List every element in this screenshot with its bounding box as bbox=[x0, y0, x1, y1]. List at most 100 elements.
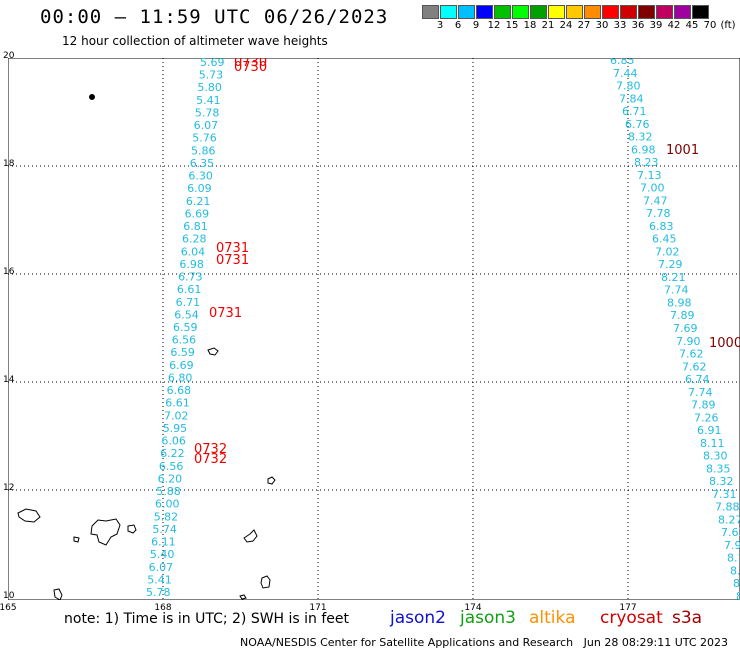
latitude-label: 10 bbox=[3, 591, 15, 601]
island-shape bbox=[73, 536, 80, 543]
footnote: note: 1) Time is in UTC; 2) SWH is in fe… bbox=[64, 611, 350, 627]
wave-height-label: 6.91 bbox=[697, 424, 722, 437]
wave-height-label: 6.71 bbox=[176, 296, 201, 309]
wave-height-label: 6.59 bbox=[173, 321, 198, 334]
wave-height-label: 6.04 bbox=[181, 245, 206, 258]
wave-height-label: 8.27 bbox=[718, 513, 740, 526]
wave-height-label: 7.02 bbox=[164, 409, 189, 422]
pass-time-label: 0732 bbox=[194, 442, 227, 457]
color-scale-cell bbox=[422, 5, 439, 19]
legend-item-cryosat: cryosat bbox=[600, 608, 663, 628]
wave-height-label: 8.32 bbox=[628, 131, 653, 144]
color-scale-label: 42 bbox=[667, 20, 681, 31]
wave-height-label: 7.78 bbox=[646, 207, 671, 220]
color-scale-label: 15 bbox=[505, 20, 519, 31]
wave-height-label: 8.70 bbox=[733, 577, 740, 590]
wave-height-label: 6.76 bbox=[625, 118, 650, 131]
color-scale-cell bbox=[494, 5, 511, 19]
credit-org: NOAA/NESDIS Center for Satellite Applica… bbox=[240, 636, 574, 649]
wave-height-label: 5.78 bbox=[195, 107, 220, 120]
wave-height-label: 8.23 bbox=[634, 156, 659, 169]
wave-height-label: 8.21 bbox=[661, 271, 686, 284]
longitude-label: 177 bbox=[619, 603, 637, 613]
longitude-label: 171 bbox=[309, 603, 327, 613]
wave-height-label: 7.47 bbox=[643, 194, 668, 207]
color-scale-unit: (ft) bbox=[720, 20, 736, 31]
island-shape bbox=[17, 508, 41, 523]
altimeter-tracks: 5.695.735.805.415.786.075.765.866.356.30… bbox=[146, 58, 740, 600]
wave-height-label: 7.29 bbox=[658, 258, 683, 271]
latitude-label: 18 bbox=[3, 159, 15, 169]
pass-time-label: 0731 bbox=[209, 306, 242, 321]
wave-height-label: 8.74 bbox=[730, 565, 740, 578]
color-scale-label: 21 bbox=[541, 20, 555, 31]
wave-height-label: 7.62 bbox=[679, 348, 704, 361]
wave-height-label: 6.61 bbox=[165, 397, 190, 410]
color-scale-cell bbox=[692, 5, 709, 19]
color-scale-label: 39 bbox=[649, 20, 663, 31]
wave-height-label: 7.89 bbox=[691, 399, 716, 412]
color-scale-cell bbox=[620, 5, 637, 19]
wave-height-label: 6.61 bbox=[177, 283, 202, 296]
color-scale-label: 45 bbox=[685, 20, 699, 31]
wave-height-label: 5.74 bbox=[152, 523, 177, 536]
color-scale-cell bbox=[656, 5, 673, 19]
wave-height-label: 5.88 bbox=[156, 485, 181, 498]
color-scale-cell bbox=[602, 5, 619, 19]
color-scale-label: 27 bbox=[577, 20, 591, 31]
color-scale-labels: 3 6 9 12 15 18 21 24 27 30 33 36 39 42 45 70 (ft) bbox=[422, 20, 740, 34]
island-shape bbox=[267, 476, 276, 485]
wave-height-label: 8.68 bbox=[736, 590, 740, 600]
wave-height-label: 5.80 bbox=[197, 81, 222, 94]
wave-height-label: 7.69 bbox=[673, 322, 698, 335]
wave-height-label: 6.00 bbox=[155, 498, 180, 511]
island-shape bbox=[207, 347, 219, 356]
wave-height-label: 7.74 bbox=[664, 284, 689, 297]
color-scale-cell bbox=[476, 5, 493, 19]
wave-height-label: 8.30 bbox=[703, 450, 728, 463]
wave-height-label: 8.32 bbox=[709, 475, 734, 488]
wave-height-label: 6.22 bbox=[160, 447, 185, 460]
latitude-label: 12 bbox=[3, 483, 15, 493]
wave-height-label: 6.83 bbox=[649, 220, 674, 233]
color-scale-label: 12 bbox=[487, 20, 501, 31]
wave-height-label: 5.95 bbox=[163, 422, 188, 435]
color-scale-label: 70 bbox=[703, 20, 717, 31]
color-scale-label: 18 bbox=[523, 20, 537, 31]
wave-height-label: 7.02 bbox=[655, 245, 680, 258]
latitude-label: 20 bbox=[3, 51, 15, 61]
wave-height-label: 6.68 bbox=[167, 384, 192, 397]
island-shape bbox=[89, 94, 95, 100]
pass-time-label: 0730 bbox=[234, 60, 267, 75]
wave-height-label: 5.41 bbox=[147, 573, 172, 586]
wave-height-label: 8.11 bbox=[700, 437, 725, 450]
longitude-label: 168 bbox=[154, 603, 172, 613]
color-scale-bar bbox=[422, 5, 710, 19]
wave-height-label: 6.30 bbox=[188, 170, 213, 183]
wave-height-label: 6.54 bbox=[174, 308, 199, 321]
color-scale-cell bbox=[548, 5, 565, 19]
wave-height-label: 8.35 bbox=[706, 462, 731, 475]
latitude-label: 14 bbox=[3, 375, 15, 385]
wave-height-label: 6.59 bbox=[170, 346, 195, 359]
color-scale-cell bbox=[458, 5, 475, 19]
legend-item-altika: altika bbox=[529, 608, 576, 628]
island-shape bbox=[127, 524, 137, 534]
wave-height-label: 5.41 bbox=[196, 94, 221, 107]
wave-height-label: 6.81 bbox=[183, 220, 208, 233]
wave-height-label: 7.13 bbox=[637, 169, 662, 182]
wave-height-label: 6.80 bbox=[168, 372, 193, 385]
wave-height-label: 6.11 bbox=[151, 536, 176, 549]
color-scale-label: 33 bbox=[613, 20, 627, 31]
wave-height-label: 6.20 bbox=[158, 472, 183, 485]
wave-height-label: 8.98 bbox=[667, 297, 692, 310]
wave-height-label: 8.14 bbox=[727, 552, 740, 565]
color-scale-cell bbox=[638, 5, 655, 19]
wave-height-label: 5.86 bbox=[191, 144, 216, 157]
wave-height-label: 6.74 bbox=[685, 373, 710, 386]
map-title: 00:00 – 11:59 UTC 06/26/2023 bbox=[40, 6, 389, 28]
color-scale-label: 24 bbox=[559, 20, 573, 31]
wave-height-label: 6.21 bbox=[186, 195, 211, 208]
wave-height-label: 7.80 bbox=[616, 80, 641, 93]
